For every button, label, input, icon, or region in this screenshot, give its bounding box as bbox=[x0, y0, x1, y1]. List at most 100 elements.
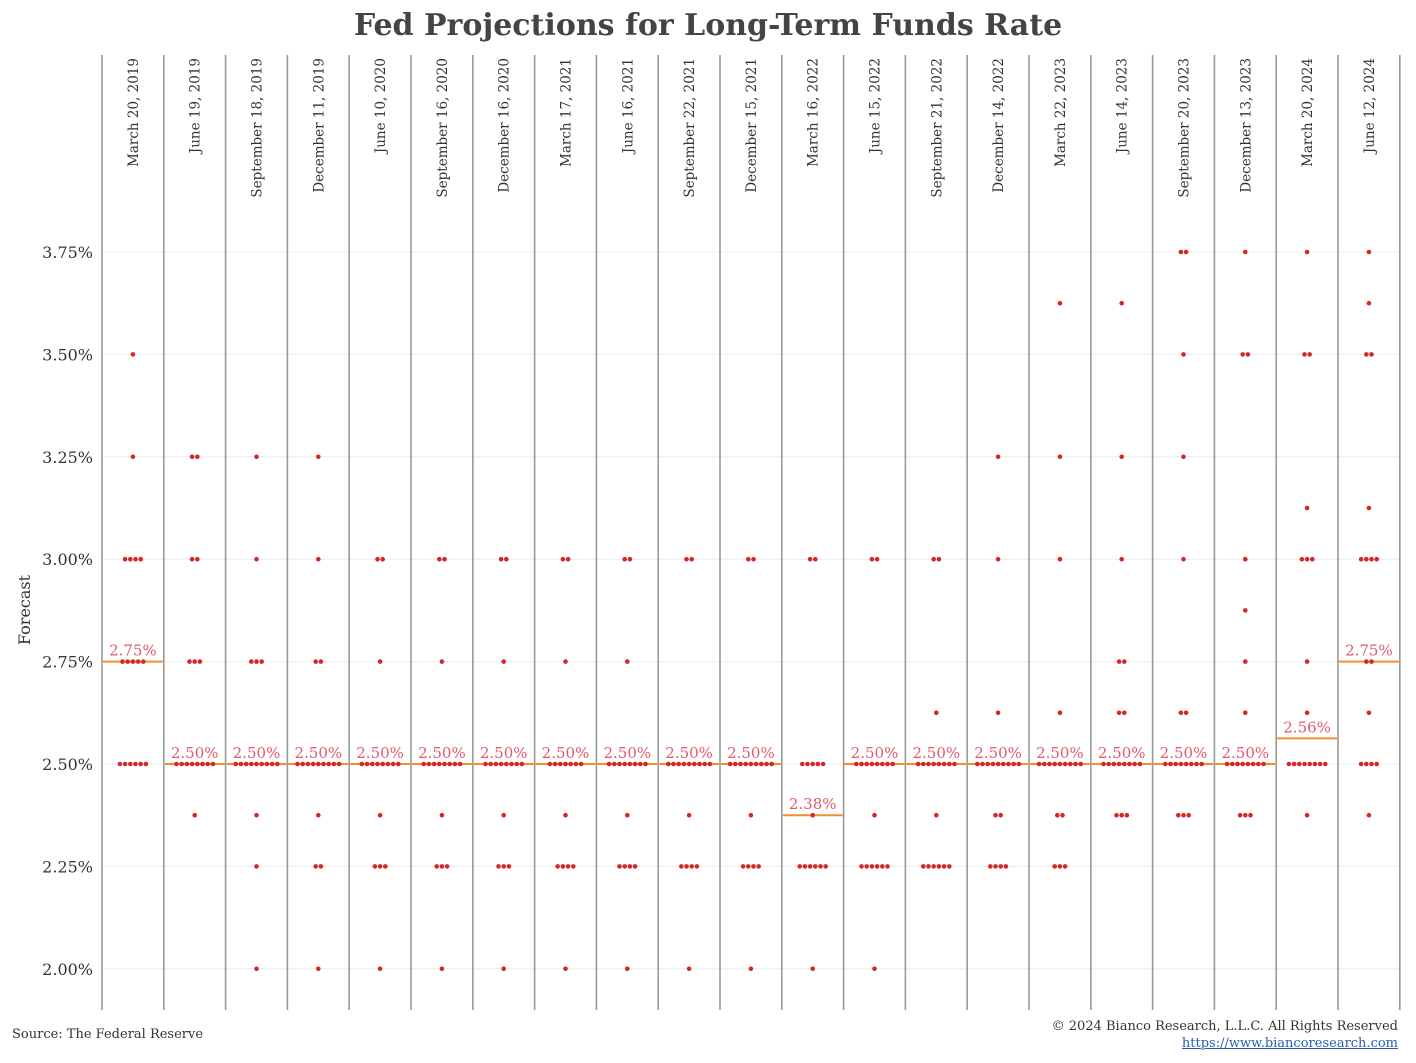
projection-dot bbox=[689, 864, 694, 869]
projection-dot bbox=[426, 761, 432, 767]
projection-dot bbox=[439, 864, 445, 869]
projection-dot bbox=[383, 864, 388, 869]
projection-dot bbox=[457, 761, 463, 767]
source-note: Source: The Federal Reserve bbox=[12, 1027, 204, 1042]
projection-dot bbox=[305, 761, 311, 767]
projection-dot bbox=[980, 761, 985, 767]
projection-dot bbox=[1310, 556, 1315, 562]
projection-dot bbox=[205, 761, 210, 767]
column-date-label: September 18, 2019 bbox=[250, 58, 266, 198]
projection-dot bbox=[326, 761, 332, 767]
projection-dot bbox=[1250, 761, 1256, 767]
projection-dot bbox=[568, 761, 573, 767]
projection-dot bbox=[331, 761, 337, 767]
projection-dot bbox=[743, 761, 748, 767]
projection-dot bbox=[1016, 761, 1022, 767]
projection-dot bbox=[452, 761, 458, 767]
projection-dot bbox=[1230, 761, 1235, 767]
median-label: 2.50% bbox=[727, 744, 775, 762]
projection-dot bbox=[859, 761, 864, 767]
website-link[interactable]: https://www.biancoresearch.com bbox=[1181, 1036, 1398, 1051]
projection-dot bbox=[885, 761, 890, 767]
projection-dot bbox=[1358, 556, 1364, 562]
column-date-label: September 16, 2020 bbox=[435, 58, 451, 198]
projection-dot bbox=[259, 659, 265, 664]
projection-dot bbox=[617, 761, 622, 767]
y-tick-label: 3.25% bbox=[42, 448, 93, 467]
projection-dot bbox=[1364, 761, 1369, 767]
projection-dot bbox=[447, 761, 453, 767]
projection-dot bbox=[1374, 556, 1379, 562]
projection-dot bbox=[1181, 556, 1186, 562]
column-date-label: March 22, 2023 bbox=[1053, 58, 1069, 167]
y-tick-label: 2.25% bbox=[42, 857, 93, 876]
projection-dot bbox=[501, 966, 507, 972]
projection-dot bbox=[493, 761, 499, 767]
projection-dot bbox=[498, 556, 504, 562]
projection-dot bbox=[1261, 761, 1266, 767]
column-date-label: March 16, 2022 bbox=[806, 58, 822, 167]
projection-dot bbox=[254, 454, 259, 460]
projection-dot bbox=[807, 556, 813, 562]
projection-dot bbox=[753, 761, 759, 767]
projection-dot bbox=[815, 761, 821, 767]
projection-dot bbox=[364, 761, 370, 767]
projection-dot bbox=[622, 864, 627, 869]
projection-dot bbox=[501, 659, 507, 664]
projection-dot bbox=[738, 761, 743, 767]
projection-dot bbox=[243, 761, 249, 767]
projection-dot bbox=[1194, 761, 1199, 767]
projection-dot bbox=[1119, 454, 1124, 460]
projection-dot bbox=[558, 761, 563, 767]
projection-dot bbox=[313, 864, 319, 869]
y-tick-label: 3.00% bbox=[42, 550, 93, 569]
projection-dot bbox=[1199, 761, 1204, 767]
projection-dot bbox=[437, 556, 442, 562]
projection-dot bbox=[1036, 761, 1042, 767]
projection-dot bbox=[300, 761, 306, 767]
median-label: 2.50% bbox=[356, 744, 404, 762]
projection-dot bbox=[1358, 761, 1364, 767]
projection-dot bbox=[444, 864, 450, 869]
projection-dot bbox=[936, 864, 942, 869]
projection-dot bbox=[571, 864, 576, 869]
projection-dot bbox=[998, 864, 1003, 869]
column-date-headers: March 20, 2019 June 19, 2019 September 18,… bbox=[126, 58, 1378, 198]
projection-dot bbox=[934, 812, 939, 818]
projection-dot bbox=[1181, 454, 1186, 460]
projection-dot bbox=[1183, 249, 1189, 255]
projection-dot bbox=[934, 710, 939, 716]
projection-dot bbox=[380, 761, 386, 767]
chart-title: Fed Projections for Long-Term Funds Rate bbox=[353, 8, 1063, 43]
projection-dot bbox=[1189, 761, 1194, 767]
column-date-label: June 12, 2024 bbox=[1362, 58, 1378, 155]
projection-dot bbox=[622, 761, 627, 767]
projection-dot bbox=[694, 864, 700, 869]
projection-dot bbox=[197, 659, 203, 664]
projection-dot bbox=[125, 659, 130, 664]
projection-dot bbox=[174, 761, 179, 767]
projection-dot bbox=[1240, 352, 1245, 357]
projection-dot bbox=[1186, 812, 1191, 818]
projection-dot bbox=[1302, 761, 1307, 767]
projection-dot bbox=[128, 556, 133, 562]
projection-dot bbox=[122, 556, 128, 562]
projection-dot bbox=[1366, 710, 1372, 716]
projection-dot bbox=[504, 556, 509, 562]
projection-dot bbox=[931, 556, 936, 562]
projection-dot bbox=[748, 761, 754, 767]
projection-dot bbox=[1047, 761, 1052, 767]
projection-dot bbox=[375, 761, 380, 767]
projection-dot bbox=[813, 864, 818, 869]
column-date-label: December 13, 2023 bbox=[1238, 58, 1254, 193]
projection-dot bbox=[1132, 761, 1137, 767]
projection-dot bbox=[1243, 812, 1248, 818]
projection-dot bbox=[926, 864, 931, 869]
projection-dot bbox=[679, 864, 684, 869]
projection-dot bbox=[501, 812, 507, 818]
projection-dot bbox=[671, 761, 676, 767]
projection-dot bbox=[684, 556, 689, 562]
projection-dot bbox=[117, 761, 123, 767]
projection-dot bbox=[249, 659, 254, 664]
projection-dot bbox=[130, 659, 136, 664]
